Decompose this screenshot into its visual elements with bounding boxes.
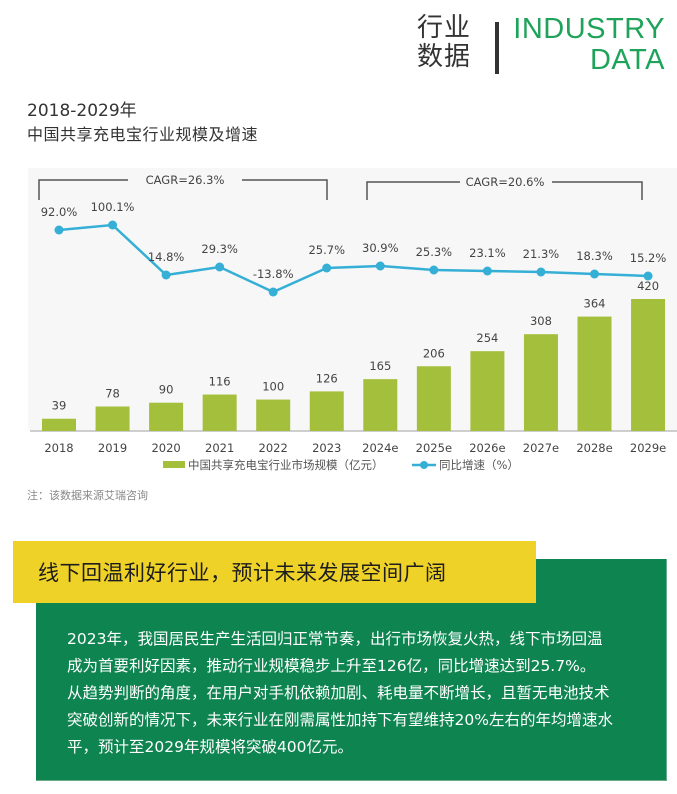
chart-title: 中国共享充电宝行业规模及增速 (27, 125, 259, 144)
growth-point (268, 287, 278, 297)
growth-value-label: 21.3% (523, 247, 560, 261)
growth-point (482, 266, 492, 276)
x-tick-label: 2021 (205, 441, 234, 455)
chart: 39 2018 78 2019 90 2020 116 2021 100 2022 126 2023 1… (30, 173, 677, 472)
x-tick-label: 2020 (151, 441, 180, 455)
summary-line: 2023年，我国居民生产生活回归正常节奏，出行市场恢复火热，线下市场回温 (67, 630, 603, 648)
bar-value-label: 206 (423, 346, 445, 360)
bar (149, 402, 184, 431)
bar-value-label: 308 (530, 314, 552, 328)
growth-value-label: -13.8% (253, 267, 294, 281)
bar (202, 394, 237, 431)
legend-bar-label: 中国共享充电宝行业市场规模（亿元） (188, 458, 384, 472)
legend-bar-swatch (163, 461, 185, 468)
growth-value-label: 30.9% (362, 241, 399, 255)
growth-point (536, 267, 546, 277)
growth-value-label: 15.2% (630, 251, 667, 265)
growth-value-label: 14.8% (148, 250, 185, 264)
x-tick-label: 2025e (416, 441, 452, 455)
growth-point (54, 225, 64, 235)
bar (42, 418, 76, 431)
cagr-bracket (552, 181, 643, 200)
bar (309, 391, 344, 431)
x-tick-label: 2019 (98, 441, 127, 455)
growth-value-label: 100.1% (91, 200, 135, 214)
cagr-bracket (242, 179, 328, 200)
bar (95, 406, 130, 431)
x-tick-label: 2018 (44, 441, 73, 455)
legend-line-label: 同比增速（%） (439, 458, 519, 472)
header-cn-label: 行业 数据 (417, 14, 471, 72)
x-tick-label: 2028e (576, 441, 612, 455)
cagr-bracket (38, 179, 128, 200)
growth-line (58, 223, 649, 294)
growth-point (590, 269, 599, 279)
x-tick-label: 2024e (362, 441, 398, 455)
bar (577, 316, 612, 431)
chart-title-years: 2018-2029年 (27, 101, 137, 121)
growth-point (215, 262, 225, 272)
header-en-line2: DATA (589, 44, 665, 76)
growth-value-label: 18.3% (576, 249, 613, 263)
growth-value-label: 29.3% (201, 242, 238, 256)
bar-value-label: 39 (52, 399, 67, 413)
x-tick-label: 2027e (523, 441, 559, 455)
growth-value-label: 25.3% (416, 245, 453, 259)
bar-value-label: 78 (105, 386, 120, 400)
growth-point (643, 271, 653, 281)
bar-value-label: 116 (209, 375, 231, 389)
growth-value-label: 25.7% (308, 243, 345, 257)
headline-banner: 线下回温利好行业，预计未来发展空间广阔 (13, 541, 536, 603)
legend-line-marker (420, 461, 428, 469)
header-cn-line1: 行业 (417, 13, 472, 43)
header-en-label: INDUSTRY DATA (513, 14, 665, 76)
growth-point (161, 270, 171, 280)
growth-point (429, 265, 439, 275)
bar (523, 334, 558, 431)
bar-value-label: 165 (369, 359, 391, 373)
cagr-bracket (366, 181, 460, 200)
growth-value-label: 23.1% (469, 246, 506, 260)
bar (416, 366, 451, 431)
x-tick-label: 2029e (630, 441, 666, 455)
bar (256, 399, 291, 431)
bar-value-label: 364 (584, 297, 606, 311)
bar-value-label: 126 (316, 371, 338, 385)
growth-point (108, 220, 118, 230)
x-tick-label: 2023 (312, 441, 341, 455)
x-tick-label: 2026e (469, 441, 505, 455)
growth-point (375, 261, 385, 271)
headline-text: 线下回温利好行业，预计未来发展空间广阔 (38, 561, 447, 585)
bar-value-label: 254 (476, 331, 498, 345)
header-cn-line2: 数据 (417, 42, 472, 72)
cagr-label: CAGR=20.6% (466, 175, 545, 189)
chart-background (28, 168, 677, 430)
bar (631, 299, 666, 431)
bar-value-label: 100 (262, 380, 284, 394)
source-note: 注：该数据来源艾瑞咨询 (27, 489, 148, 502)
summary-text: 2023年，我国居民生产生活回归正常节奏，出行市场恢复火热，线下市场回温 成为首… (67, 626, 647, 761)
summary-line: 平，预计至2029年规模将突破400亿元。 (67, 738, 354, 756)
summary-line: 从趋势判断的角度，在用户对手机依赖加剧、耗电量不断增长，且暂无电池技术 (67, 684, 610, 702)
growth-point (322, 263, 332, 273)
cagr-label: CAGR=26.3% (146, 173, 225, 187)
header-en-line1: INDUSTRY (513, 13, 665, 45)
bar-value-label: 90 (159, 383, 174, 397)
summary-line: 突破创新的情况下，未来行业在刚需属性加持下有望维持20%左右的年均增速水 (67, 711, 613, 729)
growth-value-label: 92.0% (41, 205, 78, 219)
summary-line: 成为首要利好因素，推动行业规模稳步上升至126亿，同比增速达到25.7%。 (67, 657, 596, 675)
bar (470, 351, 505, 431)
header-divider (495, 22, 499, 74)
bar (363, 379, 398, 431)
x-tick-label: 2022 (259, 441, 288, 455)
bar-value-label: 420 (637, 279, 659, 293)
